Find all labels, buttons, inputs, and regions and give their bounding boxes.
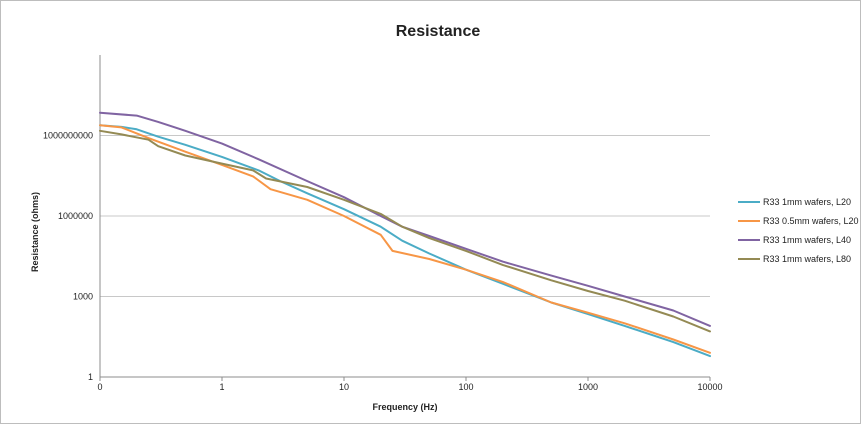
legend-label: R33 1mm wafers, L20 [763, 197, 851, 207]
chart-title: Resistance [396, 23, 481, 40]
x-tick-label: 100 [458, 382, 473, 392]
legend-label: R33 1mm wafers, L40 [763, 235, 851, 245]
series-lines [99, 111, 711, 358]
gridlines [100, 135, 710, 297]
y-tick-label: 1 [88, 372, 93, 382]
legend: R33 1mm wafers, L20 R33 0.5mm wafers, L20… [738, 197, 859, 264]
x-tick-label: 1000 [578, 382, 598, 392]
series-line-1 [99, 124, 711, 358]
legend-label: R33 0.5mm wafers, L20 [763, 216, 859, 226]
x-tick-label: 10000 [697, 382, 722, 392]
series-line-2 [99, 124, 711, 354]
x-tick-label: 10 [339, 382, 349, 392]
series-line-3 [99, 111, 711, 327]
legend-label: R33 1mm wafers, L80 [763, 254, 851, 264]
x-tick-label: 1 [219, 382, 224, 392]
y-axis-title: Resistance (ohms) [30, 192, 40, 272]
x-axis-title: Frequency (Hz) [372, 402, 437, 412]
y-tick-label: 1000000000 [43, 131, 93, 141]
series-line-4 [99, 129, 711, 333]
x-tick-label: 0 [97, 382, 102, 392]
y-tick-label: 1000000 [58, 211, 93, 221]
y-tick-label: 1000 [73, 292, 93, 302]
